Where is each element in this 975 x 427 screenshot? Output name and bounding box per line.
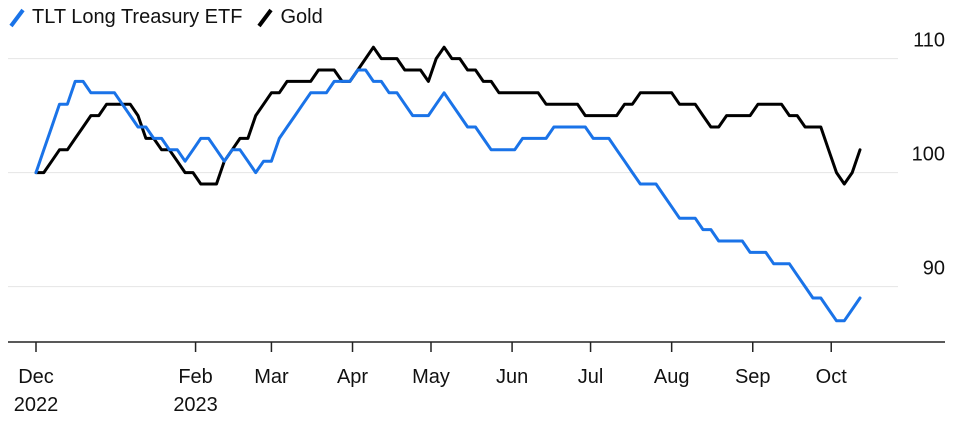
legend-label-gold: Gold [280, 6, 323, 28]
legend: TLT Long Treasury ETF Gold [8, 6, 337, 29]
x-tick-label: Oct [816, 366, 848, 388]
y-axis-ticks: 90 100 110 [912, 30, 945, 280]
x-tick-label: May [412, 366, 450, 388]
y-tick-label: 100 [912, 144, 945, 166]
series-line-gold [34, 45, 862, 186]
y-tick-label: 110 [913, 30, 945, 52]
x-tick-label: Mar [254, 366, 289, 388]
series-lines [34, 45, 862, 323]
x-tick-label: Dec [18, 366, 54, 388]
x-axis-ticks: Dec 2022 Feb 2023 Mar Apr May Jun Jul Aug Sep Oct [14, 342, 847, 416]
x-tick-year-label: 2022 [14, 394, 59, 416]
series-line-tlt [34, 68, 862, 323]
x-tick-label: Feb [178, 366, 212, 388]
x-tick-label: Aug [654, 366, 690, 388]
x-tick-label: Jul [578, 366, 604, 388]
x-tick-year-label: 2023 [173, 394, 218, 416]
x-tick-label: Jun [496, 366, 528, 388]
x-tick-label: Apr [337, 366, 368, 388]
legend-label-tlt: TLT Long Treasury ETF [32, 6, 243, 28]
legend-item-tlt: TLT Long Treasury ETF [8, 6, 242, 29]
y-tick-label: 90 [923, 258, 945, 280]
legend-swatch-gold [257, 8, 274, 27]
legend-swatch-tlt [9, 8, 25, 27]
x-tick-label: Sep [735, 366, 771, 388]
legend-item-gold: Gold [256, 6, 323, 29]
